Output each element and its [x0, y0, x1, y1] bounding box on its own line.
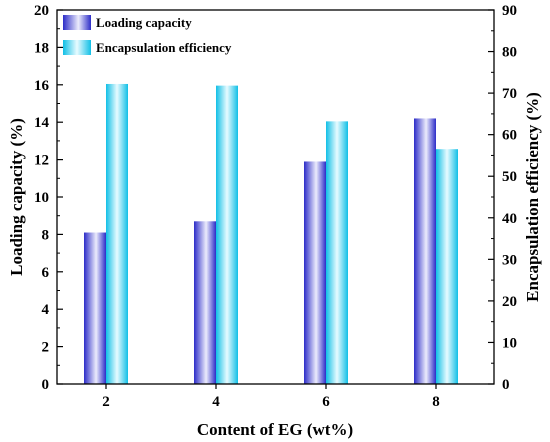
right-tick-label: 70 [502, 86, 517, 102]
x-axis-title: Content of EG (wt%) [197, 420, 353, 439]
left-tick-label: 8 [42, 227, 50, 243]
bar-loading-capacity-4 [194, 221, 216, 384]
y-axis-title: Loading capacity (%) [7, 118, 26, 276]
bar-loading-capacity-2 [84, 232, 106, 384]
x-tick-label: 4 [212, 394, 220, 410]
right-tick-label: 20 [502, 294, 517, 310]
x-tick-label: 2 [102, 394, 110, 410]
bars-layer [84, 83, 458, 385]
bar-loading-capacity-8 [414, 118, 436, 385]
right-tick-label: 90 [502, 3, 517, 19]
bar-loading-capacity-6 [304, 161, 326, 384]
left-tick-label: 12 [34, 153, 49, 169]
right-axis: 0 10 20 30 40 50 60 70 80 90 [488, 3, 517, 393]
right-tick-label: 10 [502, 335, 517, 351]
bar-encapsulation-efficiency-6 [326, 121, 348, 384]
left-tick-label: 14 [34, 115, 50, 131]
legend-label-encapsulation-efficiency: Encapsulation efficiency [96, 40, 232, 55]
left-tick-label: 6 [42, 265, 50, 281]
left-tick-label: 16 [34, 78, 50, 94]
bar-encapsulation-efficiency-4 [216, 85, 238, 385]
x-axis: 2 4 6 8 [102, 384, 440, 410]
left-tick-label: 2 [42, 340, 50, 356]
left-axis: 0 2 4 6 8 10 12 14 16 18 20 [34, 3, 63, 393]
right-tick-label: 80 [502, 45, 517, 61]
left-tick-label: 10 [34, 190, 49, 206]
left-tick-label: 20 [34, 3, 49, 19]
left-tick-label: 0 [42, 377, 50, 393]
left-tick-label: 4 [42, 302, 50, 318]
bar-encapsulation-efficiency-2 [106, 83, 128, 385]
bar-encapsulation-efficiency-8 [436, 149, 458, 384]
legend-label-loading-capacity: Loading capacity [96, 15, 192, 30]
right-tick-label: 0 [502, 377, 510, 393]
legend: Loading capacity Encapsulation efficienc… [63, 15, 232, 55]
right-tick-label: 50 [502, 169, 517, 185]
left-tick-label: 18 [34, 40, 49, 56]
right-tick-label: 30 [502, 252, 517, 268]
x-tick-label: 6 [322, 394, 330, 410]
legend-swatch-encapsulation-efficiency [63, 40, 91, 55]
right-tick-label: 40 [502, 211, 517, 227]
y2-axis-title: Encapsulation efficiency (%) [523, 92, 542, 302]
right-tick-label: 60 [502, 128, 517, 144]
legend-swatch-loading-capacity [63, 15, 91, 30]
x-tick-label: 8 [432, 394, 440, 410]
